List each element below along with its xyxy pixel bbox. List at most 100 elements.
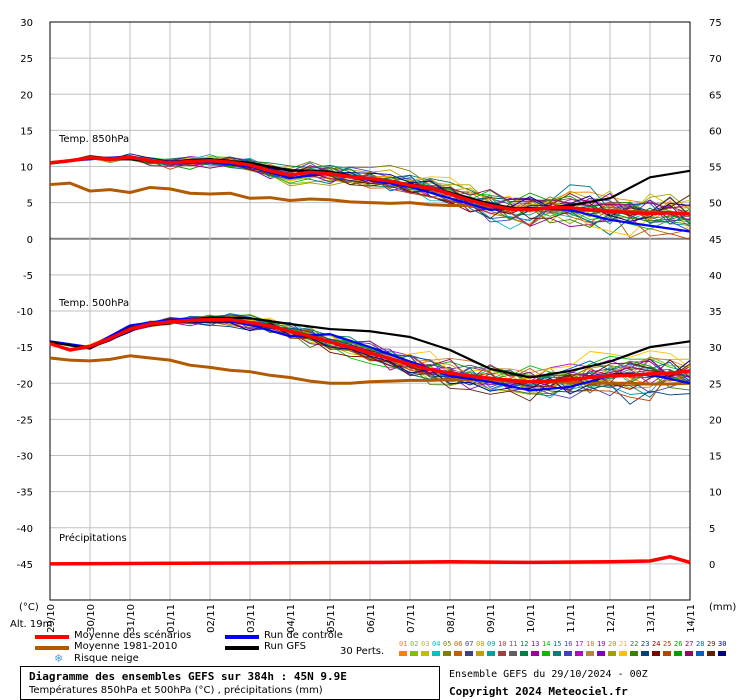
left-axis-unit: (°C) — [19, 602, 39, 613]
pert-swatch — [553, 651, 561, 656]
chart-grid — [49, 21, 691, 601]
right-tick-label: 45 — [709, 235, 722, 246]
left-tick-label: -15 — [17, 343, 33, 354]
legend-mean-swatch — [35, 635, 69, 639]
legend-control: Run de contrôle — [264, 630, 343, 641]
left-tick-label: 20 — [20, 90, 33, 101]
pert-number: 22 — [630, 640, 639, 648]
legend-control-swatch — [225, 635, 259, 639]
pert-number: 02 — [410, 640, 419, 648]
chart-series — [49, 155, 691, 566]
pert-number: 23 — [641, 640, 650, 648]
alt-label: Alt. 19m — [10, 619, 52, 630]
right-axis-unit: (mm) — [709, 602, 736, 613]
pert-swatch — [674, 651, 682, 656]
pert-number: 08 — [476, 640, 485, 648]
pert-number: 10 — [498, 640, 507, 648]
right-tick-label: 70 — [709, 54, 722, 65]
legend-clim: Moyenne 1981-2010 — [74, 641, 178, 652]
pert-number: 11 — [509, 640, 518, 648]
ensemble-member-line — [49, 157, 691, 217]
right-tick-label: 75 — [709, 18, 722, 29]
x-tick-label: 12/11 — [606, 604, 617, 633]
series-line-500hPa — [49, 317, 691, 384]
right-tick-label: 35 — [709, 307, 722, 318]
pert-number: 19 — [597, 640, 606, 648]
pert-swatch — [586, 651, 594, 656]
pert-number: 06 — [454, 640, 463, 648]
legend-mean: Moyenne des scénarios — [74, 630, 192, 641]
left-axis: 30 25 20 15 10 5 0 -5 -10 -15 -20 -25 -30 -35 -40 -45 — [17, 18, 33, 571]
pert-number: 15 — [553, 640, 562, 648]
run-info: Ensemble GEFS du 29/10/2024 - 00Z — [449, 669, 648, 680]
copyright: Copyright 2024 Meteociel.fr — [449, 685, 628, 698]
pert-swatch — [454, 651, 462, 656]
left-tick-label: -40 — [17, 524, 33, 535]
x-tick-label: 09/11 — [486, 604, 497, 633]
series-line-precip — [49, 554, 691, 566]
pert-number: 24 — [652, 640, 661, 648]
x-tick-label: 11/11 — [566, 604, 577, 633]
left-tick-label: 25 — [20, 54, 33, 65]
pert-swatch — [619, 651, 627, 656]
x-tick-label: 29/10 — [46, 604, 57, 633]
label-t850: Temp. 850hPa — [58, 134, 129, 145]
right-tick-label: 10 — [709, 488, 722, 499]
pert-swatch — [399, 651, 407, 656]
left-tick-label: -25 — [17, 415, 33, 426]
x-tick-label: 31/10 — [126, 604, 137, 633]
pert-swatch — [498, 651, 506, 656]
legend-gfs: Run GFS — [264, 641, 307, 652]
pert-number: 03 — [421, 640, 430, 648]
right-tick-label: 5 — [709, 524, 715, 535]
pert-number: 27 — [685, 640, 694, 648]
pert-swatch — [421, 651, 429, 656]
pert-swatch — [542, 651, 550, 656]
pert-swatch — [509, 651, 517, 656]
left-tick-label: 30 — [20, 18, 33, 29]
x-tick-label: 03/11 — [246, 604, 257, 633]
left-tick-label: -5 — [23, 271, 33, 282]
pert-number: 07 — [465, 640, 474, 648]
x-tick-label: 07/11 — [406, 604, 417, 633]
pert-swatch — [564, 651, 572, 656]
chart-title: Diagramme des ensembles GEFS sur 384h : … — [29, 670, 347, 683]
pert-number: 12 — [520, 640, 529, 648]
pert-swatch — [630, 651, 638, 656]
pert-number: 25 — [663, 640, 672, 648]
pert-swatch — [410, 651, 418, 656]
pert-number: 05 — [443, 640, 452, 648]
pert-swatch — [696, 651, 704, 656]
right-tick-label: 60 — [709, 126, 722, 137]
pert-number: 29 — [707, 640, 716, 648]
pert-swatch — [641, 651, 649, 656]
series-line-850hPa — [49, 155, 691, 216]
pert-number: 14 — [542, 640, 551, 648]
pert-number: 13 — [531, 640, 540, 648]
label-precip: Précipitations — [59, 532, 127, 544]
pert-number: 28 — [696, 640, 705, 648]
pert-swatch — [707, 651, 715, 656]
pert-number: 04 — [432, 640, 441, 648]
ensemble-member-line — [49, 153, 691, 222]
pert-swatch — [663, 651, 671, 656]
right-tick-label: 50 — [709, 199, 722, 210]
snowflake-icon: ❄ — [54, 652, 64, 665]
pert-swatch — [575, 651, 583, 656]
pert-swatch — [652, 651, 660, 656]
x-tick-label: 10/11 — [526, 604, 537, 633]
legend-clim-swatch — [35, 646, 69, 650]
pert-number: 21 — [619, 640, 628, 648]
pert-swatch — [465, 651, 473, 656]
x-tick-label: 13/11 — [646, 604, 657, 633]
left-tick-label: -45 — [17, 560, 33, 571]
right-tick-label: 40 — [709, 271, 722, 282]
label-t500: Temp. 500hPa — [58, 298, 129, 309]
pert-number: 26 — [674, 640, 683, 648]
left-tick-label: -10 — [17, 307, 33, 318]
x-tick-label: 30/10 — [86, 604, 97, 633]
right-tick-label: 55 — [709, 163, 722, 174]
pert-swatch — [608, 651, 616, 656]
x-axis: 29/10 30/10 31/10 01/11 02/11 03/11 04/11 05/11… — [46, 604, 697, 633]
